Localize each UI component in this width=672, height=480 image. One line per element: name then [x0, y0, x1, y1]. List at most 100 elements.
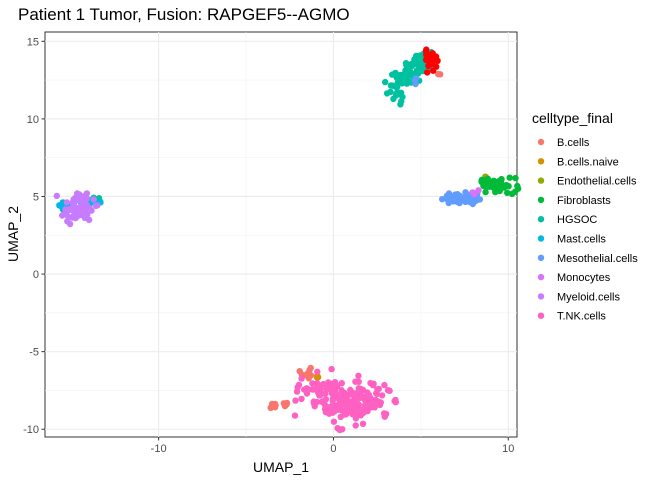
data-point: [64, 218, 71, 225]
data-point: [63, 199, 70, 206]
data-point: [512, 188, 519, 195]
data-point: [305, 375, 312, 382]
data-point: [401, 78, 408, 85]
y-axis-title: UMAP_2: [5, 206, 21, 262]
data-point: [469, 189, 476, 196]
data-point: [412, 80, 419, 88]
data-point: [389, 71, 396, 78]
legend: B.cells B.cells.naive Endothelial.cells Fib…: [537, 137, 638, 323]
data-point: [456, 199, 463, 207]
data-point: [341, 389, 348, 397]
legend-title: celltype_final: [532, 110, 613, 126]
y-tick-label: 10: [27, 114, 39, 126]
data-point: [92, 202, 100, 210]
data-point: [272, 402, 279, 409]
data-point: [298, 395, 305, 403]
data-point: [322, 390, 329, 397]
data-point: [445, 199, 452, 207]
legend-label: B.cells.naive: [557, 156, 619, 168]
data-points: [53, 46, 522, 434]
data-point: [352, 422, 359, 429]
data-point: [359, 420, 367, 427]
legend-key: [537, 177, 545, 184]
data-point: [292, 397, 299, 404]
data-point: [328, 365, 335, 373]
data-point: [330, 418, 338, 425]
data-point: [73, 193, 80, 201]
data-point: [355, 372, 362, 379]
legend-key: [537, 312, 545, 319]
data-point: [328, 403, 335, 410]
data-point: [371, 404, 378, 411]
data-point: [403, 62, 410, 69]
legend-label: Myeloid.cells: [557, 291, 620, 303]
legend-label: B.cells: [557, 137, 590, 149]
data-point: [514, 182, 521, 190]
data-point: [512, 174, 519, 182]
data-point: [414, 58, 421, 65]
x-tick-label: 10: [502, 443, 514, 455]
data-point: [298, 375, 305, 382]
grid-lines: [45, 32, 517, 437]
x-tick-label: -10: [151, 443, 167, 455]
data-point: [476, 196, 484, 203]
data-point: [329, 397, 336, 405]
data-point: [494, 183, 502, 190]
legend-key: [537, 235, 545, 242]
data-point: [62, 206, 69, 213]
data-point: [381, 381, 388, 389]
data-point: [506, 174, 513, 181]
data-point: [439, 196, 446, 203]
data-point: [475, 187, 482, 194]
data-point: [392, 399, 399, 406]
y-tick-label: 0: [33, 269, 39, 281]
data-point: [412, 52, 420, 60]
data-point: [404, 67, 411, 75]
data-point: [352, 397, 359, 404]
y-tick-label: 15: [27, 36, 39, 48]
data-point: [381, 413, 388, 420]
data-point: [395, 90, 403, 98]
data-point: [53, 192, 60, 200]
data-point: [447, 193, 454, 200]
data-point: [384, 387, 392, 394]
legend-key: [537, 254, 545, 261]
data-point: [90, 196, 97, 203]
data-point: [378, 392, 386, 399]
data-point: [387, 88, 394, 96]
data-point: [338, 380, 345, 387]
data-point: [296, 368, 303, 375]
data-point: [361, 397, 369, 404]
plot-panel: [44, 31, 518, 438]
legend-key: [537, 196, 545, 204]
data-point: [371, 399, 378, 406]
data-point: [454, 191, 461, 198]
legend-label: Mast.cells: [557, 234, 606, 246]
data-point: [462, 193, 469, 200]
legend-label: Endothelial.cells: [557, 176, 637, 188]
legend-label: HGSOC: [557, 214, 597, 226]
data-point: [320, 380, 327, 388]
highlight-point: [432, 56, 439, 63]
data-point: [291, 412, 299, 419]
highlight-point: [425, 62, 432, 69]
data-point: [382, 78, 389, 86]
data-point: [390, 82, 397, 90]
data-point: [365, 391, 373, 399]
data-point: [313, 386, 320, 393]
data-point: [357, 409, 364, 417]
data-point: [482, 188, 489, 196]
chart-title: Patient 1 Tumor, Fusion: RAPGEF5--AGMO: [18, 5, 350, 24]
x-tick-label: 0: [330, 443, 336, 455]
data-point: [338, 394, 345, 401]
data-point: [341, 411, 349, 418]
data-point: [352, 407, 359, 414]
data-point: [83, 195, 90, 202]
data-point: [408, 62, 416, 69]
data-point: [478, 178, 485, 185]
axis-ticks: -10 0 10 -10 -5 0 5 10 15: [23, 36, 514, 455]
data-point: [485, 179, 492, 187]
highlight-point: [424, 69, 431, 76]
legend-key: [537, 293, 545, 300]
